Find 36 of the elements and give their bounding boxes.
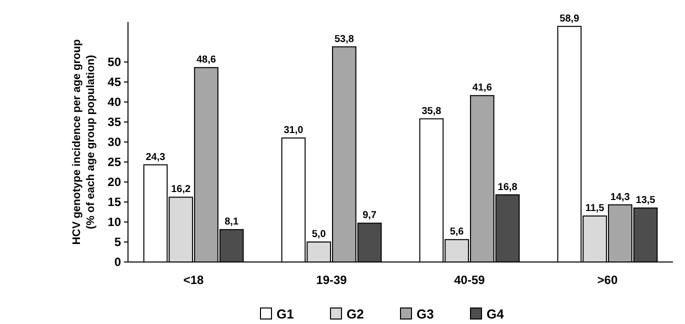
data-label: 8,1 [224, 216, 239, 228]
data-label: 11,5 [585, 203, 605, 214]
x-tick-label: 19-39 [316, 273, 348, 287]
data-label: 5,0 [312, 229, 326, 240]
data-label: 14,3 [610, 192, 630, 203]
data-label: 9,7 [362, 210, 377, 222]
y-tick-label: 30 [108, 135, 122, 150]
legend-label: G4 [486, 306, 505, 322]
y-tick-label: 20 [108, 175, 122, 190]
data-label: 58,9 [560, 13, 580, 24]
y-tick-label: 50 [108, 55, 122, 70]
y-tick-label: 15 [108, 195, 122, 210]
y-tick-label: 10 [108, 215, 122, 230]
data-label: 41,6 [472, 82, 492, 94]
data-label: 13,5 [636, 195, 656, 206]
y-tick-label: 0 [114, 255, 122, 270]
data-label: 16,2 [171, 184, 192, 196]
x-tick-label: >60 [597, 273, 618, 287]
x-tick-label: 40-59 [454, 273, 486, 287]
data-label: 48,6 [196, 54, 216, 66]
y-tick-label: 25 [108, 155, 122, 170]
data-label: 16,8 [498, 182, 518, 193]
data-label: 5,6 [450, 226, 464, 238]
legend-label: G1 [276, 306, 294, 322]
legend-label: G2 [346, 306, 364, 322]
y-tick-label: 45 [108, 75, 122, 90]
y-axis-title: HCV genotype incidence per age group (% of each age group population) [71, 39, 97, 245]
x-tick-label: <18 [183, 273, 204, 287]
y-tick-label: 5 [114, 235, 122, 250]
data-label: 53,8 [334, 34, 354, 45]
y-tick-label: 35 [108, 115, 122, 130]
data-label: 31,0 [284, 125, 304, 136]
data-label: 35,8 [422, 106, 442, 117]
data-label: 24,3 [146, 152, 166, 163]
y-tick-label: 40 [108, 95, 122, 110]
legend-label: G3 [416, 306, 434, 322]
